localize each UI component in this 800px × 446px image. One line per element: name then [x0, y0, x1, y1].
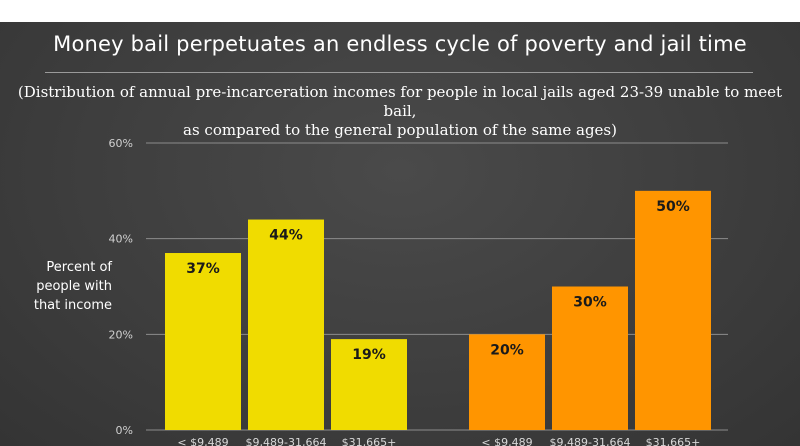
bar	[635, 190, 711, 430]
y-tick-label: 60%	[109, 137, 133, 150]
x-tick-label: < $9,489	[481, 436, 532, 446]
chart-title: Money bail perpetuates an endless cycle …	[53, 32, 747, 56]
y-axis-title-line-3: that income	[33, 298, 112, 313]
data-label: 50%	[656, 199, 690, 215]
y-tick-label: 40%	[109, 233, 133, 246]
data-label: 37%	[186, 261, 220, 277]
x-tick-label: $31,665+	[646, 436, 701, 446]
bar	[469, 334, 545, 430]
x-tick-label: $9,489-31,664	[246, 436, 327, 446]
data-label: 44%	[269, 228, 303, 244]
bar	[248, 219, 324, 430]
chart-subtitle-line-2: as compared to the general population of…	[183, 121, 617, 139]
data-label: 30%	[573, 295, 607, 311]
y-axis-title-line-1: Percent of	[46, 260, 112, 275]
y-axis-title-line-2: people with	[36, 279, 112, 294]
data-label: 20%	[490, 342, 524, 358]
bars	[165, 190, 711, 430]
chart-subtitle: (Distribution of annual pre-incarceratio…	[0, 83, 800, 140]
labels: 0% 20% 40% 60% 37% < $9,489 44% $9,489-31,664 19…	[109, 137, 701, 446]
chart-subtitle-line-1: (Distribution of annual pre-incarceratio…	[17, 83, 783, 120]
bar	[165, 253, 241, 430]
x-tick-label: $31,665+	[342, 436, 397, 446]
data-label: 19%	[352, 347, 386, 363]
x-tick-label: $9,489-31,664	[550, 436, 631, 446]
title-divider	[45, 72, 753, 73]
y-tick-label: 20%	[109, 328, 133, 341]
x-tick-label: < $9,489	[177, 436, 228, 446]
bar	[552, 286, 628, 430]
y-tick-label: 0%	[116, 424, 133, 437]
bar	[331, 339, 407, 430]
gridlines	[146, 142, 728, 431]
y-axis-title: Percent of people with that income	[18, 258, 112, 315]
